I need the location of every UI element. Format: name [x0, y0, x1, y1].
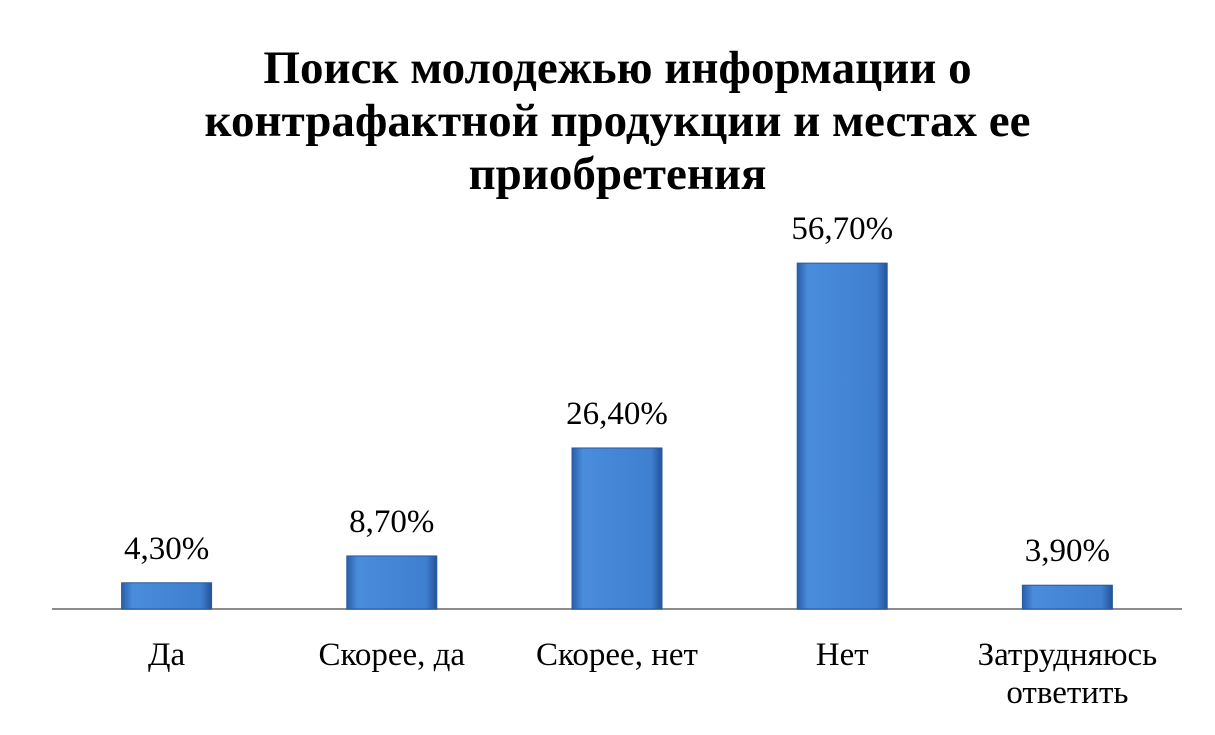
- value-label: 8,70%: [349, 503, 435, 540]
- bar: [121, 582, 213, 610]
- bar: [571, 447, 663, 610]
- value-label: 26,40%: [566, 395, 668, 432]
- bar: [346, 555, 438, 610]
- chart-title: Поиск молодежью информации о контрафактн…: [204, 42, 1031, 200]
- value-label: 3,90%: [1024, 533, 1111, 570]
- x-tick-label: Да: [148, 637, 186, 673]
- x-tick-label: Нет: [815, 637, 869, 673]
- x-tick-label: Скорее, да: [318, 637, 466, 673]
- bar: [796, 262, 888, 610]
- x-tick-label: Скорее, нет: [536, 637, 698, 673]
- value-label: 56,70%: [791, 211, 894, 248]
- bar: [1021, 584, 1113, 610]
- x-tick-label: Затрудняюсь ответить: [977, 637, 1158, 711]
- value-label: 4,30%: [123, 530, 210, 567]
